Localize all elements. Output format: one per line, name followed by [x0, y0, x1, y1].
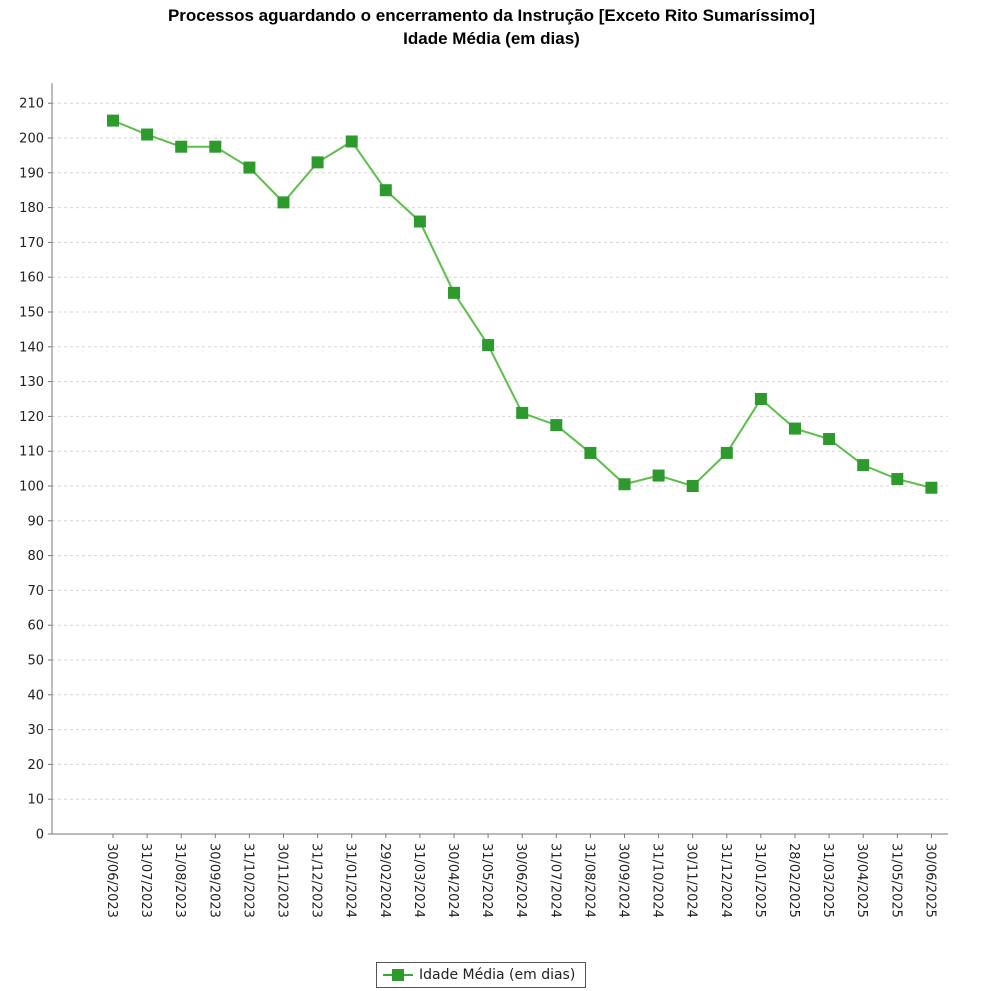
- y-tick-label: 10: [27, 793, 44, 808]
- data-point: [516, 406, 529, 419]
- x-tick-label: 31/12/2023: [309, 843, 324, 918]
- x-tick-label: 28/02/2025: [786, 843, 801, 918]
- series-line: [112, 119, 932, 489]
- data-point: [141, 128, 154, 141]
- y-tick-label: 80: [27, 549, 44, 564]
- x-tick-label: 31/01/2024: [343, 843, 358, 918]
- x-tick-label: 31/01/2025: [752, 843, 767, 918]
- axes: [48, 83, 948, 838]
- x-tick-label: 30/06/2023: [104, 843, 119, 918]
- x-tick-label: 31/08/2024: [581, 843, 596, 918]
- x-tick-label: 31/08/2023: [172, 843, 187, 918]
- legend-marker-icon: [383, 968, 413, 982]
- data-point: [107, 114, 119, 127]
- y-tick-label: 0: [36, 828, 44, 843]
- y-tick-label: 160: [19, 271, 44, 286]
- data-point: [277, 196, 290, 209]
- data-point: [482, 339, 495, 352]
- line-chart: 0 10 20 30 40 50 60 70 80 90 100 110 120 130 140 150 160…: [19, 83, 948, 918]
- x-tick-label: 30/04/2024: [445, 843, 460, 918]
- y-tick-label: 50: [27, 654, 44, 669]
- data-point: [413, 215, 426, 228]
- y-tick-label: 90: [27, 514, 44, 529]
- y-tick-labels: 0 10 20 30 40 50 60 70 80 90 100 110 120 130 140 150 160…: [19, 97, 44, 843]
- y-tick-label: 140: [19, 340, 44, 355]
- data-point: [584, 446, 597, 459]
- data-point: [345, 135, 358, 148]
- data-point: [925, 481, 938, 494]
- x-tick-label: 30/06/2024: [513, 843, 528, 918]
- y-tick-label: 110: [19, 445, 44, 460]
- x-tick-label: 30/04/2025: [854, 843, 869, 918]
- x-tick-label: 31/07/2024: [547, 843, 562, 918]
- x-tick-label: 31/10/2023: [240, 843, 255, 918]
- y-tick-label: 200: [19, 132, 44, 147]
- data-point: [379, 184, 392, 197]
- y-tick-label: 190: [19, 166, 44, 181]
- y-tick-label: 20: [27, 758, 44, 773]
- x-tick-label: 30/09/2024: [616, 843, 631, 918]
- x-tick-label: 31/12/2024: [718, 843, 733, 918]
- chart-subtitle: Idade Média (em dias): [403, 29, 580, 48]
- x-tick-label: 30/09/2023: [206, 843, 221, 918]
- data-point: [823, 433, 836, 446]
- data-point: [686, 480, 699, 492]
- data-point: [550, 419, 563, 432]
- data-point: [754, 393, 767, 405]
- legend: Idade Média (em dias): [376, 962, 587, 988]
- y-tick-label: 40: [27, 688, 44, 703]
- data-point: [448, 286, 460, 299]
- legend-label: Idade Média (em dias): [419, 967, 576, 983]
- y-tick-label: 70: [27, 584, 44, 599]
- x-tick-label: 30/06/2025: [922, 843, 937, 918]
- y-tick-label: 30: [27, 723, 44, 738]
- y-tick-label: 120: [19, 410, 44, 425]
- data-point: [891, 473, 904, 486]
- x-tick-label: 31/03/2025: [820, 843, 835, 918]
- x-tick-label: 29/02/2024: [377, 843, 392, 918]
- data-point: [175, 140, 188, 153]
- chart-title: Processos aguardando o encerramento da I…: [167, 6, 816, 25]
- data-point: [243, 161, 256, 174]
- x-tick-label: 31/10/2024: [650, 843, 665, 918]
- data-point: [857, 459, 870, 472]
- x-tick-labels: 30/06/2023 31/07/2023 31/08/2023 30/09/2023…: [104, 843, 937, 918]
- x-tick-label: 30/11/2024: [684, 843, 699, 918]
- data-point: [720, 446, 733, 459]
- x-tick-label: 31/03/2024: [411, 843, 426, 918]
- y-tick-label: 170: [19, 236, 44, 251]
- data-point: [789, 422, 801, 435]
- data-point: [652, 469, 665, 482]
- x-tick-label: 31/05/2024: [479, 843, 494, 918]
- data-point: [618, 478, 631, 491]
- series-layer: [107, 114, 938, 494]
- grid-lines: [52, 102, 948, 800]
- y-tick-label: 150: [19, 306, 44, 321]
- x-tick-label: 30/11/2023: [275, 843, 290, 918]
- y-tick-label: 130: [19, 375, 44, 390]
- x-tick-label: 31/07/2023: [138, 843, 153, 918]
- x-tick-label: 31/05/2025: [888, 843, 903, 918]
- y-tick-label: 60: [27, 619, 44, 634]
- y-tick-label: 210: [19, 97, 44, 112]
- data-point: [311, 156, 324, 169]
- y-tick-label: 180: [19, 201, 44, 216]
- y-tick-label: 100: [19, 480, 44, 495]
- data-point: [209, 140, 222, 153]
